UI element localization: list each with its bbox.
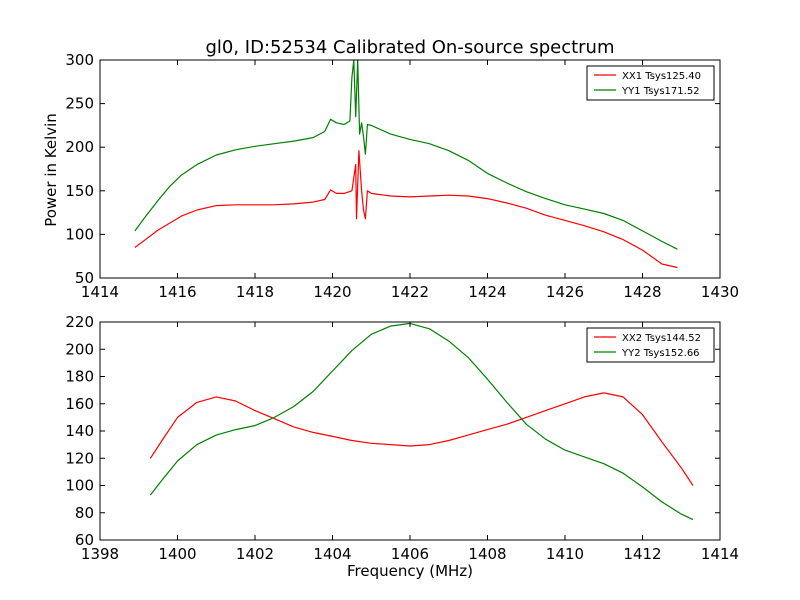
- bottom-x-tick-label: 1410: [546, 545, 584, 563]
- bottom-legend-box: [586, 327, 715, 363]
- top-legend-label-2: YY1 Tsys171.52: [621, 86, 700, 97]
- top-plot-frame: [99, 59, 721, 279]
- bottom-x-tick-label: 1414: [701, 545, 739, 563]
- bottom-y-tick-label: 160: [65, 395, 94, 413]
- top-x-tick-label: 1424: [468, 283, 506, 301]
- top-y-tick-label: 200: [65, 138, 94, 156]
- bottom-plot-lines: [149, 322, 694, 521]
- top-y-tick-label: 250: [65, 95, 94, 113]
- top-x-tick-label: 1414: [81, 283, 119, 301]
- bottom-legend-label-1: XX2 Tsys144.52: [622, 333, 701, 344]
- top-subplot: gl0, ID:52534 Calibrated On-source spect…: [42, 37, 739, 301]
- bottom-x-tick-label: 1404: [313, 545, 351, 563]
- top-series-line-1: [134, 150, 678, 269]
- bottom-x-axis-label: Frequency (MHz): [347, 562, 473, 580]
- bottom-subplot: Frequency (MHz) 1398 1400 1402 1404 1406 1408…: [65, 313, 739, 580]
- top-legend-label-1: XX1 Tsys125.40: [622, 71, 701, 82]
- bottom-x-tick-label: 1398: [81, 545, 119, 563]
- bottom-plot-frame: [99, 321, 721, 541]
- bottom-series-line-2: [149, 322, 694, 521]
- bottom-y-tick-label: 180: [65, 368, 94, 386]
- top-axis-ticks: 1414 1416 1418 1420 1422 1424 1426 1428 1430 50 10…: [65, 51, 739, 301]
- top-y-tick-label: 100: [65, 225, 94, 243]
- top-y-tick-label: 150: [65, 182, 94, 200]
- top-x-tick-label: 1428: [623, 283, 661, 301]
- top-y-tick-label: 50: [75, 269, 94, 287]
- top-series-line-2: [134, 60, 678, 250]
- top-x-tick-label: 1416: [158, 283, 196, 301]
- top-legend: XX1 Tsys125.40 YY1 Tsys171.52: [586, 65, 715, 101]
- bottom-y-tick-label: 60: [75, 531, 94, 549]
- top-x-tick-label: 1420: [313, 283, 351, 301]
- bottom-y-tick-label: 120: [65, 449, 94, 467]
- bottom-x-tick-label: 1406: [391, 545, 429, 563]
- top-x-tick-label: 1430: [701, 283, 739, 301]
- bottom-y-tick-label: 140: [65, 422, 94, 440]
- bottom-x-tick-label: 1400: [158, 545, 196, 563]
- bottom-x-tick-label: 1402: [236, 545, 274, 563]
- bottom-y-tick-label: 80: [75, 504, 94, 522]
- top-x-tick-label: 1422: [391, 283, 429, 301]
- bottom-legend: XX2 Tsys144.52 YY2 Tsys152.66: [586, 327, 715, 363]
- top-x-tick-label: 1418: [236, 283, 274, 301]
- top-legend-box: [586, 65, 715, 101]
- top-plot-lines: [134, 60, 678, 269]
- top-y-tick-label: 300: [65, 51, 94, 69]
- bottom-y-tick-label: 100: [65, 477, 94, 495]
- top-chart-title: gl0, ID:52534 Calibrated On-source spect…: [205, 37, 614, 58]
- top-x-tick-label: 1426: [546, 283, 584, 301]
- bottom-y-tick-label: 200: [65, 340, 94, 358]
- bottom-legend-label-2: YY2 Tsys152.66: [621, 348, 700, 359]
- top-y-axis-label: Power in Kelvin: [42, 113, 60, 227]
- bottom-x-tick-label: 1412: [623, 545, 661, 563]
- bottom-y-tick-label: 220: [65, 313, 94, 331]
- bottom-x-tick-label: 1408: [468, 545, 506, 563]
- bottom-series-line-1: [149, 392, 694, 486]
